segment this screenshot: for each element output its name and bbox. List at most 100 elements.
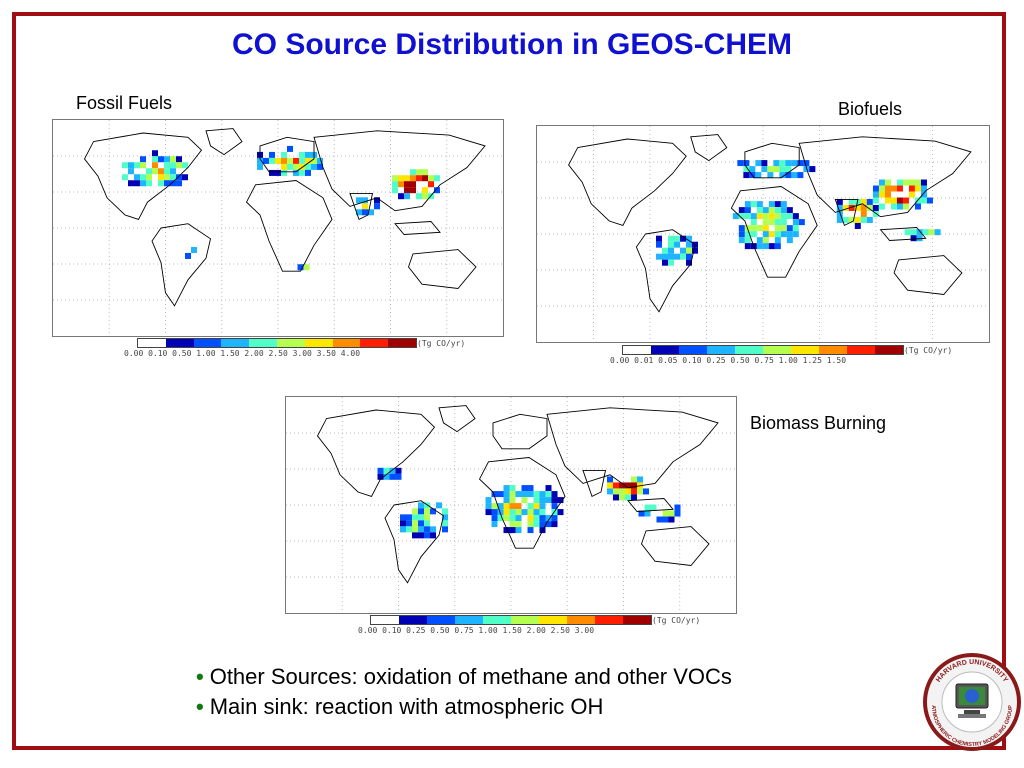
emission-cell	[607, 476, 613, 483]
emission-cell	[551, 491, 558, 498]
emission-cell	[317, 163, 323, 170]
emission-cell	[680, 247, 686, 254]
continent-outline	[635, 229, 696, 313]
emission-cell	[619, 482, 625, 489]
emission-cell	[625, 488, 631, 495]
emission-cell	[533, 503, 540, 510]
colorbar-swatch	[371, 616, 399, 624]
emission-cell	[896, 197, 903, 204]
emission-cell	[686, 241, 692, 248]
emission-cell	[527, 521, 534, 528]
colorbar-swatch	[511, 616, 539, 624]
colorbar-swatch	[276, 339, 305, 347]
biofuels-colorbar	[622, 345, 904, 355]
colorbar-swatch	[455, 616, 483, 624]
emission-cell	[780, 231, 787, 238]
emission-cell	[374, 197, 380, 204]
emission-cell	[164, 180, 170, 187]
emission-cell	[744, 237, 751, 244]
emission-cell	[934, 229, 941, 236]
emission-cell	[662, 510, 669, 517]
colorbar-swatch	[623, 616, 651, 624]
emission-cell	[904, 229, 911, 236]
emission-cell	[668, 241, 674, 248]
emission-cell	[191, 246, 197, 253]
fossil-fuels-ticks: 0.00 0.10 0.50 1.00 1.50 2.00 2.50 3.00 …	[124, 349, 361, 358]
emission-cell	[527, 491, 534, 498]
logo-emblem-icon: HARVARD UNIVERSITY ATMOSPHERIC CHEMISTRY…	[923, 653, 1021, 751]
emission-cell	[185, 252, 191, 259]
emission-cell	[744, 243, 751, 250]
emission-cell	[430, 508, 436, 515]
emission-cell	[854, 222, 861, 229]
emission-cell	[774, 225, 781, 232]
emission-cell	[738, 225, 745, 232]
continent-outline	[627, 498, 674, 512]
continent-outline	[438, 405, 476, 433]
emission-cell	[785, 160, 792, 167]
colorbar-swatch	[360, 339, 389, 347]
emission-cell	[509, 509, 516, 516]
emission-cell	[644, 504, 651, 511]
emission-cell	[424, 532, 430, 539]
emission-cell	[884, 179, 891, 186]
emission-cell	[527, 527, 534, 534]
emission-cell	[637, 476, 643, 483]
emission-cell	[872, 191, 879, 198]
continent-outline	[798, 136, 972, 218]
emission-cell	[418, 508, 424, 515]
emission-cell	[914, 179, 921, 186]
emission-cell	[920, 185, 927, 192]
colorbar-swatch	[623, 346, 651, 354]
emission-cell	[774, 237, 781, 244]
continent-outline	[690, 134, 728, 162]
emission-cell	[768, 213, 775, 220]
emission-cell	[613, 482, 619, 489]
emission-cell	[146, 168, 152, 175]
emission-cell	[491, 491, 498, 498]
emission-cell	[430, 526, 436, 533]
emission-cell	[792, 213, 799, 220]
emission-cell	[613, 488, 619, 495]
emission-cell	[281, 151, 287, 158]
emission-cell	[545, 491, 552, 498]
emission-cell	[491, 521, 498, 528]
emission-cell	[744, 201, 751, 208]
continent-outline	[313, 130, 486, 212]
emission-cell	[750, 201, 757, 208]
emission-cell	[128, 162, 134, 169]
emission-cell	[762, 225, 769, 232]
fossil-fuels-map-graphic	[53, 120, 503, 336]
emission-cell	[774, 207, 781, 214]
continent-outline	[259, 136, 315, 173]
emission-cell	[631, 482, 637, 489]
emission-cell	[884, 197, 891, 204]
emission-cell	[152, 168, 158, 175]
emission-cell	[424, 520, 430, 527]
colorbar-swatch	[138, 339, 166, 347]
emission-cell	[767, 172, 774, 179]
emission-cell	[509, 497, 516, 504]
emission-cell	[515, 503, 522, 510]
emission-cell	[442, 508, 448, 515]
emission-cell	[842, 204, 849, 211]
emission-cell	[878, 179, 885, 186]
emission-cell	[557, 497, 564, 504]
emission-cell	[545, 485, 552, 492]
emission-cell	[644, 510, 651, 517]
emission-cell	[275, 169, 281, 176]
emission-cell	[509, 521, 516, 528]
emission-cell	[299, 169, 305, 176]
emission-cell	[128, 168, 134, 175]
biomass-burning-units: (Tg CO/yr)	[652, 616, 701, 625]
emission-cell	[430, 532, 436, 539]
emission-cell	[762, 219, 769, 226]
continent-outline	[492, 413, 548, 450]
emission-cell	[878, 191, 885, 198]
continent-outline	[478, 457, 566, 549]
emission-cell	[503, 485, 510, 492]
emission-cell	[680, 253, 686, 260]
emission-cell	[637, 488, 643, 495]
emission-cell	[791, 172, 798, 179]
emission-cell	[686, 235, 692, 242]
